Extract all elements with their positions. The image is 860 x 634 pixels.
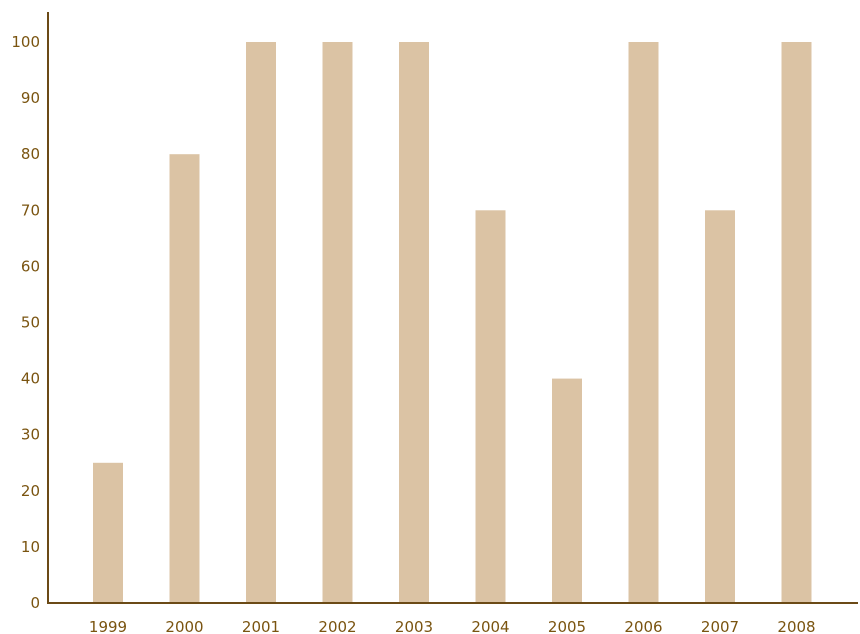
x-tick-label: 2003 xyxy=(395,618,433,634)
bar-2006 xyxy=(628,42,659,603)
y-tick-label: 30 xyxy=(21,426,40,444)
y-tick-label: 0 xyxy=(30,594,40,612)
y-tick-label: 20 xyxy=(21,482,40,500)
y-axis-ticks: 0 10 20 30 40 50 60 70 80 90 100 xyxy=(11,33,40,612)
bar-1999 xyxy=(93,462,123,604)
x-tick-label: 2000 xyxy=(165,618,203,634)
x-tick-label: 2002 xyxy=(318,618,356,634)
bar-2003 xyxy=(399,42,429,603)
x-tick-label: 2001 xyxy=(242,618,280,634)
y-tick-label: 60 xyxy=(21,257,40,275)
y-tick-label: 100 xyxy=(11,33,40,51)
y-tick-label: 40 xyxy=(21,370,40,388)
y-tick-label: 70 xyxy=(21,201,40,219)
x-tick-label: 2005 xyxy=(548,618,586,634)
bars-group xyxy=(93,42,812,604)
x-tick-label: 2006 xyxy=(624,618,662,634)
x-tick-label: 1999 xyxy=(89,618,127,634)
bar-2004 xyxy=(475,210,506,604)
bar-2008 xyxy=(781,42,812,603)
x-tick-label: 2008 xyxy=(777,618,815,634)
y-tick-label: 90 xyxy=(21,89,40,107)
bar-2005 xyxy=(552,378,582,603)
x-axis-ticks: 1999 2000 2001 2002 2003 2004 2005 2006 2007 2008 xyxy=(89,618,816,634)
y-tick-label: 10 xyxy=(21,538,40,556)
y-tick-label: 50 xyxy=(21,314,40,332)
y-tick-label: 80 xyxy=(21,145,40,163)
bar-2001 xyxy=(246,42,276,603)
bar-2000 xyxy=(169,154,200,603)
x-tick-label: 2004 xyxy=(471,618,509,634)
bar-2007 xyxy=(705,210,735,604)
bar-2002 xyxy=(322,42,353,603)
x-tick-label: 2007 xyxy=(701,618,739,634)
